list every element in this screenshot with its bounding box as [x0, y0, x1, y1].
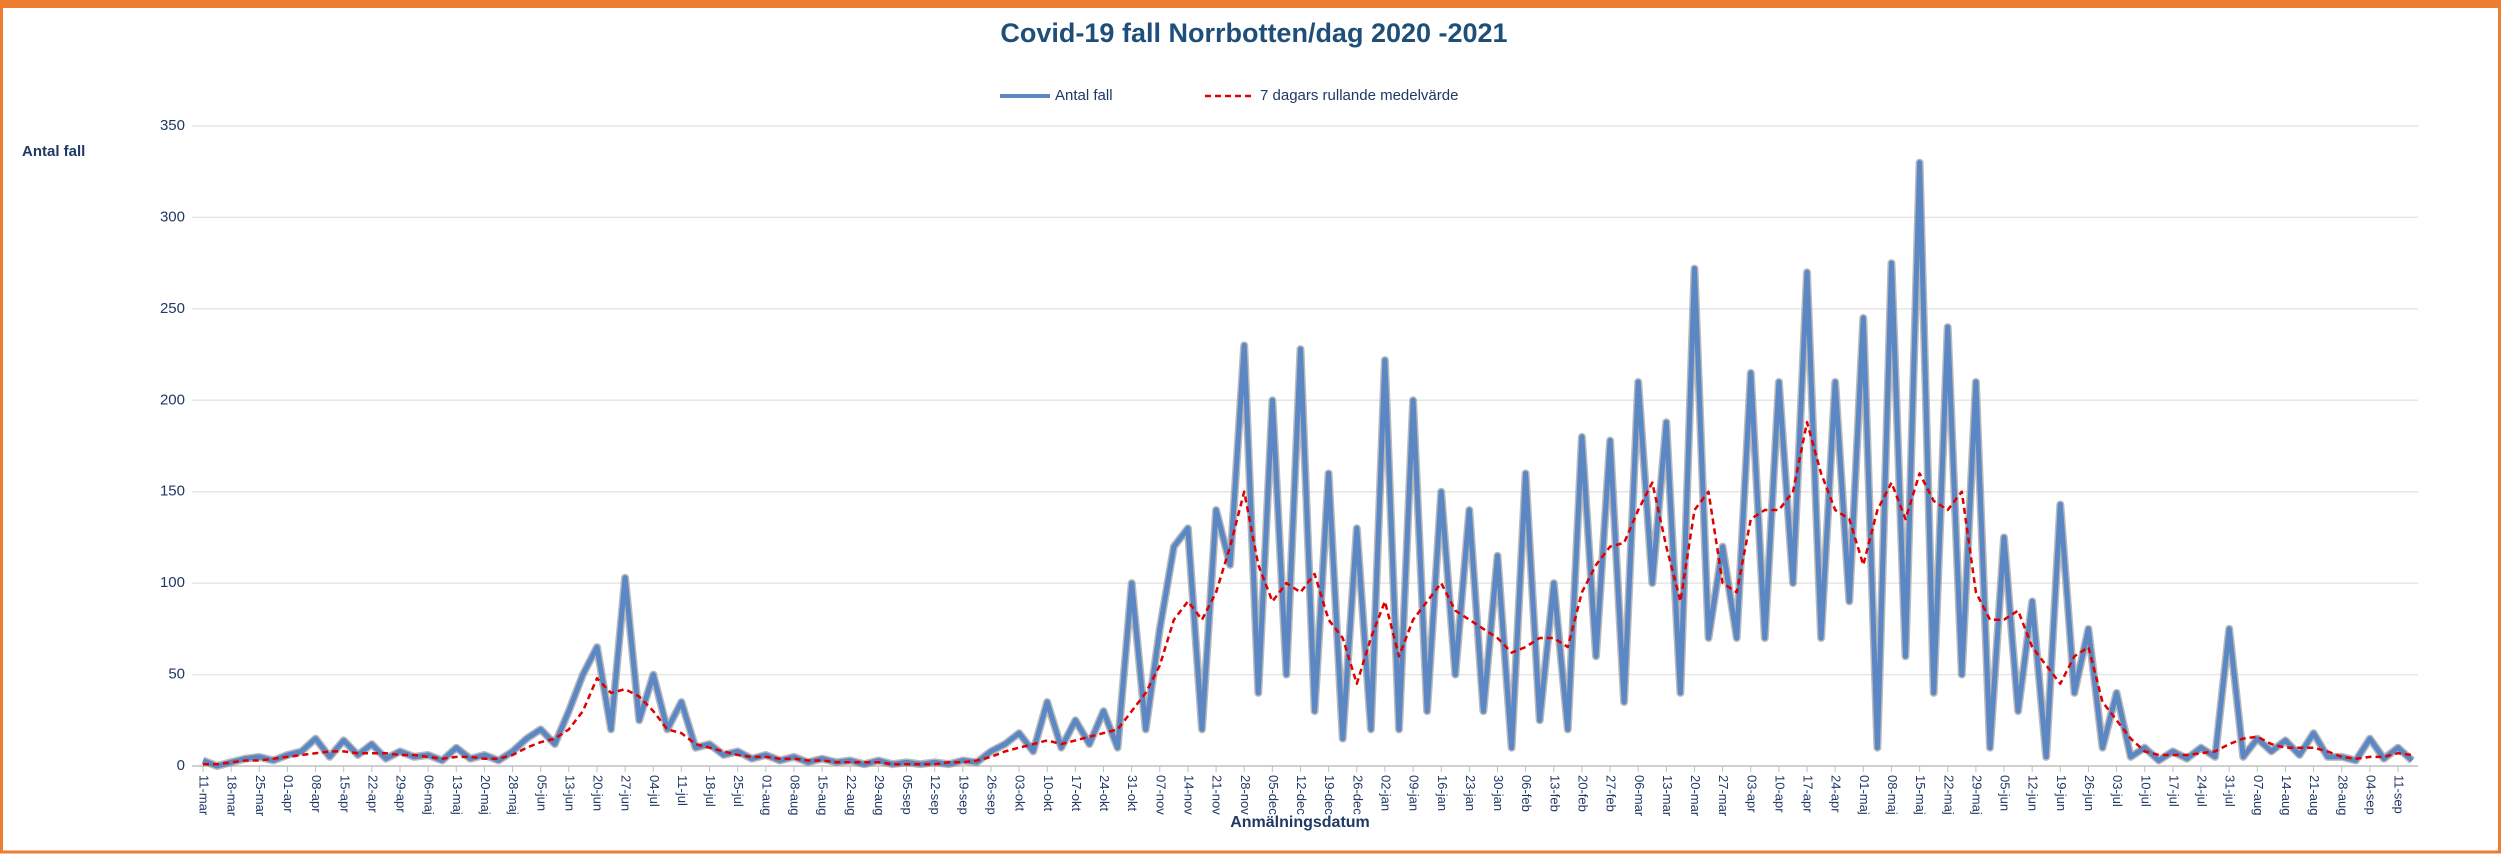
y-tick-label: 100 — [160, 574, 185, 591]
x-tick-label: 19-dec — [1322, 775, 1337, 815]
top-bar — [0, 0, 2501, 8]
x-tick-label: 05-sep — [900, 775, 915, 815]
x-tick-label: 13-maj — [450, 775, 465, 815]
x-tick-label: 22-maj — [1941, 775, 1956, 815]
x-tick-label: 22-aug — [844, 775, 859, 815]
x-tick-label: 29-maj — [1969, 775, 1984, 815]
x-tick-label: 02-jan — [1378, 775, 1393, 811]
series-line — [203, 420, 2413, 766]
legend-label: 7 dagars rullande medelvärde — [1260, 87, 1458, 104]
x-tick-label: 14-aug — [2279, 775, 2294, 815]
x-tick-label: 06-mar — [1632, 775, 1647, 817]
x-tick-label: 08-maj — [1885, 775, 1900, 815]
x-tick-label: 31-okt — [1125, 775, 1140, 812]
y-tick-label: 200 — [160, 391, 185, 408]
y-tick-label: 300 — [160, 208, 185, 225]
x-tick-label: 12-sep — [928, 775, 943, 815]
x-tick-label: 11-sep — [2392, 775, 2407, 814]
x-tick-label: 07-nov — [1153, 775, 1168, 815]
chart-title: Covid-19 fall Norrbotten/dag 2020 -2021 — [1000, 18, 1507, 48]
x-tick-label: 21-nov — [1210, 775, 1225, 815]
x-tick-label: 27-jun — [619, 775, 634, 811]
x-tick-label: 24-apr — [1829, 775, 1844, 813]
x-tick-label: 26-jun — [2082, 775, 2097, 811]
x-tick-label: 13-jun — [562, 775, 577, 811]
x-tick-label: 16-jan — [1435, 775, 1450, 811]
x-tick-label: 05-dec — [1266, 775, 1281, 815]
legend-label: Antal fall — [1055, 87, 1113, 104]
x-tick-label: 18-mar — [225, 775, 240, 817]
x-tick-label: 18-jul — [703, 775, 718, 807]
y-tick-label: 50 — [168, 666, 185, 683]
y-tick-label: 0 — [177, 757, 185, 774]
x-tick-label: 27-mar — [1716, 775, 1731, 817]
x-tick-label: 13-mar — [1660, 775, 1675, 817]
x-tick-label: 28-nov — [1238, 775, 1253, 815]
x-tick-label: 10-apr — [1772, 775, 1787, 813]
x-tick-label: 08-apr — [309, 775, 324, 813]
x-tick-label: 20-mar — [1688, 775, 1703, 817]
x-tick-label: 24-jul — [2195, 775, 2210, 807]
x-tick-label: 11-jul — [675, 775, 690, 806]
x-tick-label: 14-nov — [1181, 775, 1196, 815]
series-line — [202, 160, 2414, 769]
x-tick-label: 01-apr — [281, 775, 296, 813]
x-tick-label: 15-aug — [816, 775, 831, 815]
x-tick-label: 05-jun — [534, 775, 549, 811]
x-tick-label: 27-feb — [1604, 775, 1619, 812]
x-tick-label: 22-apr — [365, 775, 380, 813]
x-tick-label: 20-jun — [591, 775, 606, 811]
x-tick-label: 06-maj — [422, 775, 437, 815]
x-tick-label: 26-dec — [1350, 775, 1365, 815]
y-tick-label: 350 — [160, 117, 185, 134]
y-tick-label: 150 — [160, 483, 185, 500]
x-tick-label: 28-aug — [2335, 775, 2350, 815]
x-tick-label: 31-jul — [2223, 775, 2238, 807]
x-tick-label: 07-aug — [2251, 775, 2266, 815]
x-tick-label: 19-sep — [956, 775, 971, 815]
x-tick-label: 28-maj — [506, 775, 521, 815]
x-tick-label: 03-okt — [1013, 775, 1028, 812]
x-tick-label: 17-jul — [2166, 775, 2181, 807]
x-tick-label: 30-jan — [1491, 775, 1506, 811]
x-tick-label: 03-apr — [1744, 775, 1759, 813]
x-tick-label: 01-aug — [759, 775, 774, 815]
x-tick-label: 12-jun — [2026, 775, 2041, 811]
x-tick-label: 23-jan — [1463, 775, 1478, 811]
x-tick-label: 04-jul — [647, 775, 662, 807]
x-tick-label: 21-aug — [2307, 775, 2322, 815]
x-tick-label: 06-feb — [1519, 775, 1534, 812]
x-tick-label: 25-jul — [731, 775, 746, 807]
x-tick-label: 24-okt — [1097, 775, 1112, 812]
x-tick-label: 11-mar — [197, 775, 212, 816]
x-tick-label: 04-sep — [2363, 775, 2378, 815]
x-tick-label: 12-dec — [1294, 775, 1309, 815]
x-tick-label: 20-feb — [1575, 775, 1590, 812]
x-tick-label: 15-apr — [337, 775, 352, 813]
x-tick-label: 25-mar — [253, 775, 268, 817]
x-tick-label: 19-jun — [2054, 775, 2069, 811]
x-tick-label: 17-apr — [1801, 775, 1816, 813]
x-tick-label: 10-okt — [1041, 775, 1056, 812]
x-tick-label: 05-jun — [1998, 775, 2013, 811]
x-tick-label: 03-jul — [2110, 775, 2125, 807]
y-axis-title: Antal fall — [22, 143, 85, 160]
x-tick-label: 01-maj — [1857, 775, 1872, 815]
x-axis-title: Anmälningsdatum — [1230, 814, 1370, 831]
x-tick-label: 09-jan — [1407, 775, 1422, 811]
x-tick-label: 29-aug — [872, 775, 887, 815]
y-tick-label: 250 — [160, 300, 185, 317]
x-tick-label: 20-maj — [478, 775, 493, 815]
x-tick-label: 08-aug — [788, 775, 803, 815]
x-tick-label: 10-jul — [2138, 775, 2153, 807]
x-tick-label: 26-sep — [985, 775, 1000, 815]
x-tick-label: 15-maj — [1913, 775, 1928, 815]
x-tick-label: 13-feb — [1547, 775, 1562, 812]
x-tick-label: 17-okt — [1069, 775, 1084, 812]
x-tick-label: 29-apr — [394, 775, 409, 813]
